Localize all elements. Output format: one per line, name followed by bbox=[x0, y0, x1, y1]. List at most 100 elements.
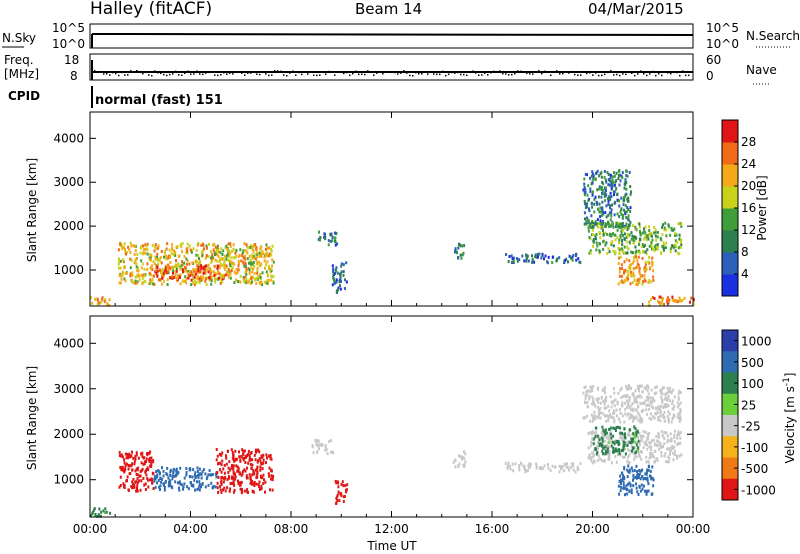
power-cell bbox=[331, 264, 334, 268]
power-cell bbox=[211, 243, 214, 247]
velocity-cell bbox=[669, 450, 671, 454]
power-cell bbox=[265, 263, 267, 267]
nave-point bbox=[490, 72, 492, 74]
velocity-cell bbox=[673, 445, 676, 449]
power-cell bbox=[619, 267, 621, 270]
power-cell bbox=[214, 258, 217, 262]
power-cell bbox=[652, 278, 655, 282]
nave-point bbox=[172, 73, 174, 75]
velocity-cell bbox=[596, 405, 599, 409]
power-cell bbox=[457, 246, 460, 250]
power-cell bbox=[171, 246, 173, 250]
power-cell bbox=[230, 256, 233, 260]
power-cell bbox=[171, 248, 174, 252]
velocity-cell bbox=[638, 413, 641, 417]
power-cell bbox=[226, 253, 229, 257]
power-cell bbox=[245, 272, 248, 276]
velocity-cell bbox=[254, 458, 257, 462]
power-cell bbox=[624, 212, 627, 216]
power-cell bbox=[227, 242, 230, 246]
nave-point bbox=[640, 70, 642, 72]
velocity-cell bbox=[627, 448, 630, 452]
power-cell bbox=[156, 269, 159, 273]
velocity-cell bbox=[221, 459, 224, 463]
velocity-cell bbox=[597, 411, 600, 415]
velocity-cell bbox=[200, 472, 203, 476]
velocity-cell bbox=[647, 434, 650, 438]
velocity-cell bbox=[121, 455, 124, 459]
power-cell bbox=[591, 220, 594, 223]
velocity-cell bbox=[253, 481, 256, 484]
velocity-cell bbox=[245, 476, 248, 480]
velocity-cell bbox=[617, 391, 620, 395]
power-cell bbox=[627, 273, 630, 277]
power-cell bbox=[601, 222, 604, 226]
velocity-cell bbox=[246, 454, 248, 457]
power-cell bbox=[692, 299, 695, 303]
y-tick-label: 2000 bbox=[53, 219, 84, 233]
velocity-cell bbox=[249, 477, 252, 481]
velocity-cell bbox=[124, 464, 127, 468]
power-cell bbox=[625, 222, 628, 226]
power-cell bbox=[622, 228, 625, 232]
velocity-cell bbox=[591, 402, 594, 406]
power-cell bbox=[610, 223, 613, 227]
power-cell bbox=[145, 244, 148, 248]
power-cell bbox=[96, 302, 99, 306]
power-cell bbox=[604, 178, 607, 182]
velocity-cell bbox=[346, 483, 349, 487]
nave-point bbox=[184, 72, 186, 74]
power-cell bbox=[634, 238, 637, 242]
velocity-cell bbox=[636, 490, 639, 494]
velocity-cell bbox=[662, 406, 665, 409]
nave-point bbox=[97, 71, 99, 73]
velocity-cell bbox=[148, 460, 151, 464]
velocity-cell bbox=[226, 486, 229, 490]
velocity-cell bbox=[610, 405, 613, 409]
power-cell bbox=[620, 229, 623, 233]
power-cell bbox=[237, 255, 240, 258]
power-cell bbox=[571, 258, 574, 262]
power-colorbar-swatch bbox=[722, 120, 738, 143]
power-cell bbox=[129, 272, 132, 276]
velocity-cell bbox=[653, 449, 656, 453]
power-cell bbox=[511, 257, 514, 260]
power-cell bbox=[675, 233, 678, 237]
power-cell bbox=[157, 257, 160, 261]
power-cell bbox=[332, 272, 335, 276]
velocity-cell bbox=[105, 510, 108, 514]
power-cell bbox=[547, 255, 550, 259]
velocity-cell bbox=[219, 488, 222, 492]
velocity-cell bbox=[125, 462, 128, 466]
power-cell bbox=[268, 246, 271, 250]
power-cell bbox=[690, 296, 693, 300]
velocity-cell bbox=[629, 428, 632, 432]
power-cell bbox=[627, 277, 630, 281]
velocity-cell bbox=[141, 454, 144, 458]
velocity-cell bbox=[129, 455, 132, 459]
velocity-cell bbox=[638, 394, 641, 398]
power-cell bbox=[260, 245, 263, 249]
velocity-colorbar-tick-label: 25 bbox=[741, 398, 756, 412]
velocity-cell bbox=[630, 408, 632, 412]
velocity-cell bbox=[584, 385, 587, 389]
velocity-cell bbox=[637, 404, 639, 408]
power-cell bbox=[332, 276, 335, 280]
velocity-cell bbox=[607, 454, 610, 458]
power-cell bbox=[169, 266, 172, 270]
velocity-cell bbox=[336, 495, 339, 499]
power-colorbar-swatch bbox=[722, 142, 738, 165]
power-cell bbox=[149, 253, 152, 256]
velocity-cell bbox=[328, 440, 331, 443]
power-cell bbox=[214, 277, 217, 281]
power-cell bbox=[605, 204, 608, 208]
velocity-cell bbox=[592, 384, 595, 388]
power-cell bbox=[225, 254, 228, 258]
power-cell bbox=[591, 170, 594, 174]
velocity-cell bbox=[648, 441, 651, 445]
station-title: Halley (fitACF) bbox=[90, 0, 212, 19]
velocity-cell bbox=[127, 453, 130, 457]
velocity-cell bbox=[141, 467, 144, 471]
power-cell bbox=[621, 238, 624, 242]
velocity-cell bbox=[591, 461, 594, 465]
